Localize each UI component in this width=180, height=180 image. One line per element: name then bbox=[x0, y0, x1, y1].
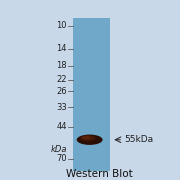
Bar bbox=[73, 18, 110, 171]
Text: 18: 18 bbox=[56, 61, 67, 70]
Ellipse shape bbox=[77, 135, 103, 145]
Ellipse shape bbox=[82, 136, 91, 139]
Text: Western Blot: Western Blot bbox=[66, 169, 133, 179]
Text: 22: 22 bbox=[57, 75, 67, 84]
Text: 70: 70 bbox=[56, 154, 67, 163]
Text: 55kDa: 55kDa bbox=[124, 135, 153, 144]
Text: 26: 26 bbox=[56, 87, 67, 96]
Text: 10: 10 bbox=[57, 21, 67, 30]
Text: 33: 33 bbox=[56, 103, 67, 112]
Text: 14: 14 bbox=[57, 44, 67, 53]
Text: 44: 44 bbox=[57, 123, 67, 132]
Ellipse shape bbox=[80, 135, 96, 141]
Text: kDa: kDa bbox=[50, 145, 67, 154]
